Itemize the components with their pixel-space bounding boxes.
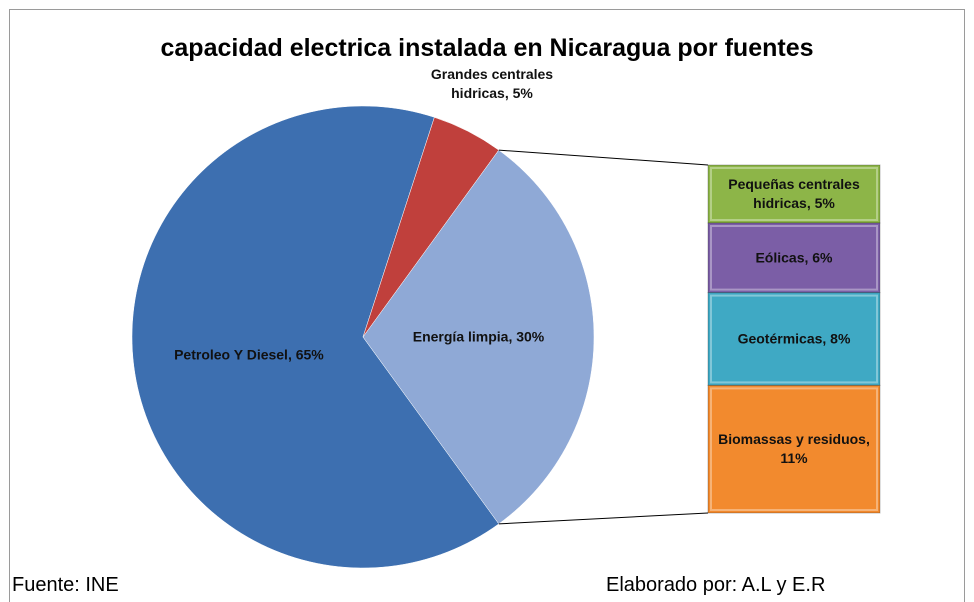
data-label: Petroleo Y Diesel, 65% [174,346,324,363]
data-label: Energía limpia, 30% [412,328,545,345]
connector [498,512,709,525]
bar-bevel [710,387,878,511]
bar-bevel [710,294,878,384]
data-label: Geotérmicas, 8% [737,330,851,347]
bar-segment [707,222,881,294]
bar-bevel [710,167,878,221]
chart-title: capacidad electrica instalada en Nicarag… [160,34,814,62]
pie-slice [131,105,500,569]
data-label: Eólicas, 6% [755,249,833,266]
data-label: Pequeñas centrales hidricas, 5% [728,176,860,211]
bar-segment [707,292,881,386]
pie-slice [362,149,595,525]
bar-bevel [710,225,878,291]
data-label: Grandes centrales hidricas, 5% [430,65,554,101]
chart-border [9,9,965,602]
data-label: Biomassas y residuos, 11% [718,431,870,467]
connector [498,149,709,166]
source-note: Fuente: INE [12,574,119,596]
bar-segment [707,384,881,514]
credit-note: Elaborado por: A.L y E.R [606,574,826,596]
